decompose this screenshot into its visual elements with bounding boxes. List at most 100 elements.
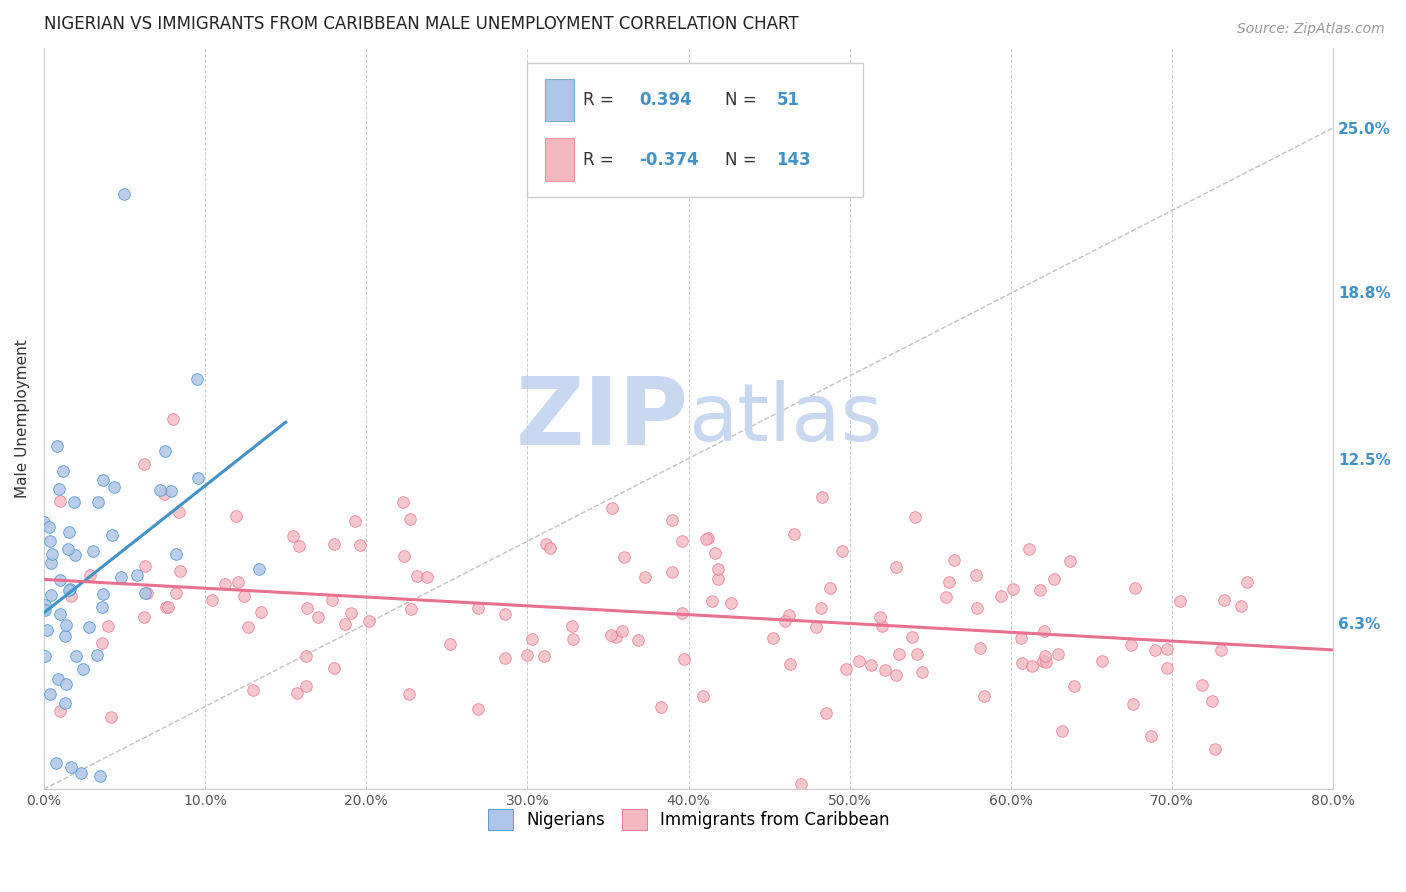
Text: ZIP: ZIP (516, 373, 689, 465)
Point (700, 594, 723, 608)
Text: -0.374: -0.374 (640, 151, 699, 169)
Point (32, 515, 55, 529)
Point (671, 607, 693, 621)
Point (398, 687, 420, 701)
Point (38, 519, 60, 533)
Point (811, 490, 834, 504)
Point (661, 513, 683, 527)
Point (149, 483, 172, 498)
Point (600, 628, 623, 642)
Point (1059, 554, 1081, 568)
Point (65, 649, 87, 664)
Point (125, 567, 148, 582)
Point (1236, 575, 1258, 590)
Point (323, 661, 346, 675)
Point (695, 532, 717, 546)
Point (605, 630, 627, 644)
Point (1168, 594, 1191, 608)
FancyBboxPatch shape (546, 79, 574, 121)
Point (52, 464, 75, 478)
Point (762, 631, 785, 645)
Point (673, 652, 696, 666)
Text: R =: R = (583, 91, 619, 110)
Point (91, 635, 114, 649)
Point (536, 537, 558, 551)
Point (1043, 572, 1066, 586)
Point (707, 562, 730, 576)
Point (91, 587, 114, 601)
Point (46, 439, 69, 453)
Point (1204, 742, 1226, 756)
Point (779, 657, 801, 672)
Point (55, 618, 77, 632)
Point (1230, 599, 1253, 613)
Point (973, 689, 995, 703)
Point (783, 527, 806, 541)
Point (39, 556, 62, 570)
Point (831, 544, 853, 558)
Point (1091, 654, 1114, 668)
Point (34, 598, 56, 612)
Point (186, 372, 208, 386)
Point (58, 583, 80, 598)
Point (392, 549, 415, 564)
Point (692, 689, 714, 703)
Point (281, 529, 304, 543)
Point (706, 572, 728, 586)
Point (49, 607, 72, 621)
Point (201, 592, 224, 607)
Point (610, 624, 633, 639)
Point (870, 618, 893, 632)
Point (247, 562, 270, 576)
Point (63, 548, 86, 562)
Point (167, 504, 190, 518)
Point (34, 603, 56, 617)
Point (600, 501, 623, 516)
Point (1140, 729, 1163, 743)
Point (53, 696, 76, 710)
Point (153, 444, 176, 458)
Point (155, 599, 177, 614)
Point (41, 547, 63, 561)
Point (806, 620, 828, 634)
Point (399, 512, 422, 526)
Point (87, 495, 110, 509)
Point (165, 547, 187, 561)
Point (340, 607, 363, 621)
Point (349, 538, 371, 552)
Point (49, 704, 72, 718)
Point (101, 527, 124, 541)
Point (1033, 648, 1056, 663)
Point (295, 649, 318, 664)
Text: 0.394: 0.394 (640, 91, 692, 110)
Point (321, 592, 343, 607)
Point (392, 495, 415, 509)
Point (494, 650, 516, 665)
Point (62, 495, 84, 509)
Point (1050, 723, 1073, 738)
Point (1143, 643, 1166, 657)
Point (1010, 632, 1032, 646)
Point (538, 541, 561, 555)
Point (153, 486, 176, 500)
Point (187, 470, 209, 484)
Point (1028, 582, 1050, 597)
Point (1021, 658, 1043, 673)
Point (869, 610, 891, 624)
Point (815, 706, 838, 720)
Point (162, 412, 184, 426)
Point (91, 600, 114, 615)
Point (100, 710, 122, 724)
Point (935, 590, 957, 604)
Point (884, 560, 907, 574)
Point (1046, 647, 1069, 661)
Point (1018, 541, 1040, 556)
Point (295, 601, 318, 615)
Point (1122, 697, 1144, 711)
Point (48, 482, 70, 496)
Point (132, 457, 155, 471)
Legend: Nigerians, Immigrants from Caribbean: Nigerians, Immigrants from Caribbean (481, 803, 896, 837)
Point (1063, 679, 1085, 693)
Point (775, 614, 797, 628)
Point (110, 570, 132, 584)
